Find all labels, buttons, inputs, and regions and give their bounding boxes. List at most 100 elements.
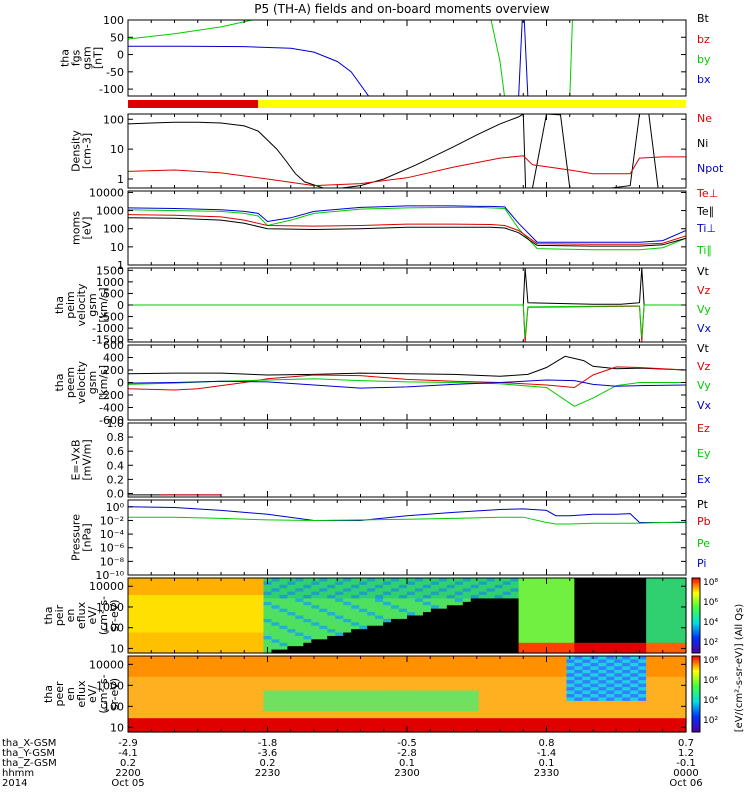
spectrogram-cell xyxy=(311,625,320,630)
spectrogram-cell xyxy=(287,673,296,678)
spectrogram-cell xyxy=(279,714,289,719)
spectrogram-cell xyxy=(199,605,209,610)
y-axis-label: peim xyxy=(64,291,77,319)
spectrogram-cell xyxy=(542,697,552,702)
spectrogram-cell xyxy=(175,622,185,627)
spectrogram-cell xyxy=(191,591,201,596)
spectrogram-cell xyxy=(311,618,320,623)
spectrogram-cell xyxy=(542,629,552,634)
spectrogram-cell xyxy=(558,595,568,600)
spectrogram-cell xyxy=(407,728,416,733)
y-tick-label: 0.6 xyxy=(107,445,125,458)
spectrogram-cell xyxy=(662,718,671,723)
spectrogram-cell xyxy=(223,632,233,637)
spectrogram-cell xyxy=(279,622,289,627)
spectrogram-cell xyxy=(430,728,440,733)
spectrogram-cell xyxy=(383,725,392,730)
spectrogram-cell xyxy=(630,618,639,623)
spectrogram-cell xyxy=(359,629,368,634)
spectrogram-cell xyxy=(414,629,424,634)
spectrogram-cell xyxy=(215,632,225,637)
spectrogram-cell xyxy=(598,584,607,589)
spectrogram-cell xyxy=(215,612,225,617)
spectrogram-cell xyxy=(391,711,400,716)
spectrogram-cell xyxy=(279,662,289,667)
spectrogram-cell xyxy=(470,659,480,664)
spectrogram-cell xyxy=(279,673,289,678)
spectrogram-cell xyxy=(494,605,504,610)
spectrogram-cell xyxy=(622,676,631,681)
spectrogram-cell xyxy=(183,598,193,603)
spectrogram-cell xyxy=(223,683,233,688)
spectrogram-cell xyxy=(454,646,464,651)
spectrogram-cell xyxy=(454,642,464,647)
spectrogram-cell xyxy=(407,680,416,685)
spectrogram-cell xyxy=(359,669,368,674)
spectrogram-cell xyxy=(207,601,217,606)
spectrogram-cell xyxy=(622,697,631,702)
spectrogram-cell xyxy=(446,673,456,678)
spectrogram-cell xyxy=(630,598,639,603)
spectrogram-cell xyxy=(574,683,583,688)
spectrogram-cell xyxy=(327,721,336,726)
spectrogram-cell xyxy=(128,595,137,600)
spectrogram-cell xyxy=(438,646,448,651)
spectrogram-cell xyxy=(510,700,520,705)
spectrogram-cell xyxy=(638,608,647,613)
spectrogram-cell xyxy=(335,629,344,634)
y-tick-label: 1.0 xyxy=(107,417,125,430)
spectrogram-cell xyxy=(510,625,520,630)
spectrogram-cell xyxy=(391,704,400,709)
spectrogram-cell xyxy=(367,694,376,699)
spectrogram-cell xyxy=(414,707,424,712)
spectrogram-cell xyxy=(303,721,312,726)
spectrogram-cell xyxy=(678,629,687,634)
spectrogram-cell xyxy=(646,721,655,726)
spectrogram-cell xyxy=(422,612,432,617)
spectrogram-cell xyxy=(295,728,304,733)
spectrogram-cell xyxy=(151,578,161,583)
spectrogram-cell xyxy=(582,649,591,654)
spectrogram-cell xyxy=(183,601,193,606)
colorbar-tick-label: 10⁴ xyxy=(703,618,718,628)
spectrogram-cell xyxy=(255,690,265,695)
spectrogram-cell xyxy=(191,584,201,589)
spectrogram-cell xyxy=(486,690,496,695)
spectrogram-cell xyxy=(295,718,304,723)
spectrogram-cell xyxy=(510,581,520,586)
spectrogram-cell xyxy=(622,656,631,661)
spectrogram-cell xyxy=(614,707,623,712)
spectrogram-cell xyxy=(494,694,504,699)
spectrogram-cell xyxy=(526,718,536,723)
spectrogram-cell xyxy=(438,669,448,674)
spectrogram-cell xyxy=(199,656,209,661)
spectrogram-cell xyxy=(574,728,583,733)
spectrogram-cell xyxy=(359,591,368,596)
spectrogram-cell xyxy=(478,605,488,610)
panels: 100500-50-100thafgsgsm[nT]Btbzbybx100101… xyxy=(42,12,724,734)
spectrogram-cell xyxy=(542,721,552,726)
spectrogram-cell xyxy=(319,694,328,699)
spectrogram-cell xyxy=(255,639,265,644)
spectrogram-cell xyxy=(486,669,496,674)
spectrogram-cell xyxy=(159,601,169,606)
spectrogram-cell xyxy=(183,595,193,600)
spectrogram-cell xyxy=(391,642,400,647)
spectrogram-cell xyxy=(335,578,344,583)
spectrogram-cell xyxy=(606,666,615,671)
spectrogram-cell xyxy=(223,612,233,617)
spectrogram-cell xyxy=(359,581,368,586)
spectrogram-cell xyxy=(167,581,177,586)
spectrogram-cell xyxy=(159,618,169,623)
spectrogram-cell xyxy=(359,615,368,620)
spectrogram-cell xyxy=(582,632,591,637)
spectrogram-cell xyxy=(654,649,663,654)
spectrogram-cell xyxy=(191,588,201,593)
spectrogram-cell xyxy=(622,615,631,620)
spectrogram-cell xyxy=(263,629,273,634)
spectrogram-cell xyxy=(135,673,145,678)
spectrogram-cell xyxy=(199,687,209,692)
spectrogram-cell xyxy=(550,618,560,623)
spectrogram-cell xyxy=(399,676,408,681)
spectrogram-cell xyxy=(566,662,575,667)
